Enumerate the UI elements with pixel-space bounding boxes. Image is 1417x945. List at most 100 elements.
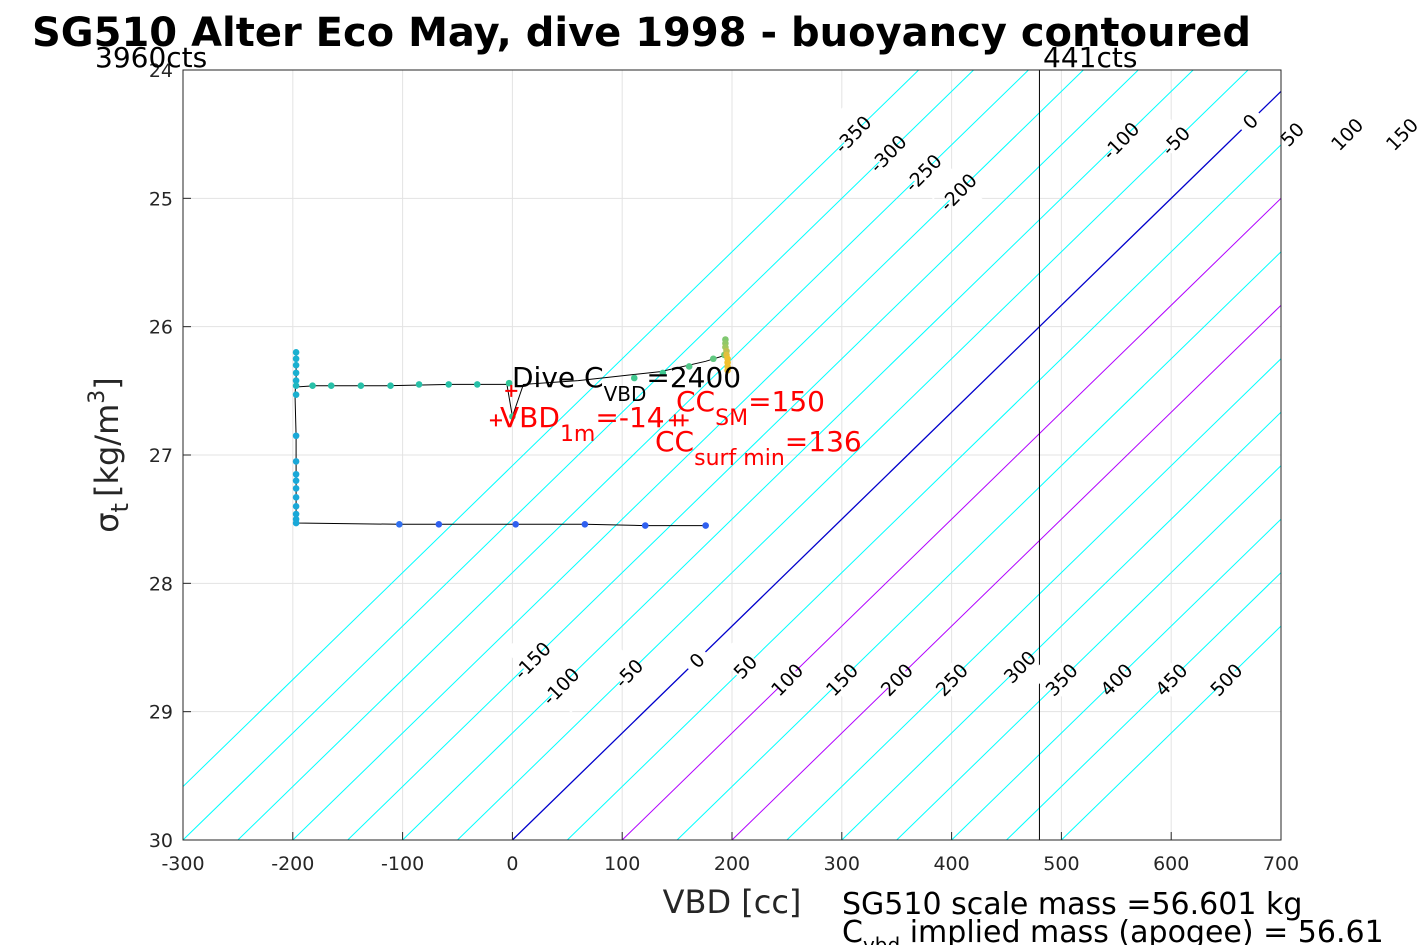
x-axis-label: VBD [cc]: [663, 883, 802, 921]
data-point: [309, 382, 316, 390]
contour-line: [731, 304, 1281, 840]
data-point: [387, 382, 394, 390]
data-point: [702, 522, 709, 529]
contour-line: [566, 144, 1281, 840]
y-tick-label: 30: [149, 830, 173, 852]
contour-label-bg: [533, 659, 588, 713]
x-tick-label: 600: [1153, 853, 1189, 875]
red-markers: [489, 384, 689, 427]
data-point: [292, 432, 300, 440]
contour-label-bg: [601, 646, 656, 700]
y-ticks: 24 25 26 27 28 29 30: [149, 60, 191, 852]
data-point: [292, 510, 300, 518]
data-point: [659, 369, 667, 377]
footer-implied-mass: Cvbd implied mass (apogee) = 56.61: [842, 915, 1384, 945]
cc-sm-value: =150: [748, 385, 825, 418]
data-point: [710, 355, 717, 363]
x-ticks: -300 -200 -100 0 100 200 300 400 500 600 700: [161, 832, 1299, 875]
y-tick-label: 28: [149, 573, 173, 595]
x-tick-label: -200: [271, 853, 314, 875]
contour-line: [183, 70, 920, 788]
contour-label-bg: [1144, 652, 1199, 707]
x-tick-label: -300: [161, 853, 204, 875]
x-tick-label: 200: [714, 853, 750, 875]
data-point: [581, 521, 589, 528]
red-marker: [676, 414, 689, 427]
red-marker: [505, 384, 518, 397]
contour-line: [511, 90, 1281, 840]
data-point: [445, 381, 453, 388]
contour-line: [621, 197, 1281, 840]
contour-label-bg: [924, 652, 979, 707]
y-axis-close: ]: [88, 377, 126, 389]
data-point: [415, 381, 423, 388]
data-point: [292, 382, 300, 390]
dive-cvbd-annotation: Dive CVBD=2400: [512, 361, 741, 406]
contour-label-bg: [992, 640, 1047, 694]
contour-label-bg: [669, 633, 724, 688]
footer-cvbd-prefix: C: [842, 915, 863, 945]
data-point: [292, 470, 300, 478]
contour-label-bg: [931, 165, 986, 219]
data-point: [292, 377, 300, 384]
data-point: [630, 374, 638, 382]
x-tick-label: 300: [824, 853, 860, 875]
data-point: [435, 521, 443, 528]
dive-cvbd-sub: VBD: [604, 382, 647, 406]
x-tick-label: 0: [506, 853, 518, 875]
right-count-label: 441cts: [1043, 41, 1137, 74]
left-count-label: 3960cts: [95, 41, 207, 74]
data-point: [292, 515, 300, 523]
footer-cvbd-sub: vbd: [863, 933, 900, 945]
red-marker: [489, 414, 502, 427]
data-point: [292, 477, 300, 484]
data-point: [292, 361, 300, 369]
y-tick-label: 25: [149, 188, 173, 210]
data-point: [357, 382, 365, 390]
data-point: [509, 413, 516, 420]
contour-label-bg: [759, 652, 814, 707]
y-tick-label: 27: [149, 445, 173, 467]
contour-label-bg: [718, 640, 773, 694]
y-axis-sup: 3: [85, 390, 110, 404]
contour-label-bg: [1148, 113, 1203, 168]
contour-label-bg: [1374, 107, 1417, 161]
contour-label-bg: [1223, 94, 1278, 149]
contour-line: [896, 464, 1281, 840]
cc-sm-sub: SM: [715, 406, 748, 431]
x-tick-label: -100: [381, 853, 424, 875]
contour-label-bg: [814, 652, 869, 707]
data-point: [724, 367, 731, 374]
cc-surf-min-sub: surf min: [694, 446, 785, 471]
dive-cvbd-prefix: Dive C: [512, 361, 604, 394]
vbd-1m-prefix: VBD: [500, 401, 560, 434]
data-point: [292, 391, 300, 398]
contour-labels: -350-300-250-200-100-5005010015020025030…: [505, 94, 1417, 713]
data-point: [512, 521, 519, 528]
data-point: [327, 382, 335, 390]
contour-label-bg: [1093, 113, 1148, 168]
vbd-1m-sub: 1m: [560, 422, 595, 447]
footer-scale-mass: SG510 scale mass =56.601 kg: [842, 887, 1302, 922]
contour-line: [1006, 571, 1281, 840]
dive-cvbd-value: =2400: [646, 361, 741, 394]
y-axis-sub: t: [106, 503, 134, 512]
cc-surf-min-prefix: CC: [655, 425, 694, 458]
series-points: [292, 336, 731, 529]
data-point: [685, 363, 693, 370]
footer-implied-text: implied mass (apogee) = 56.61: [900, 915, 1384, 945]
data-point: [292, 503, 300, 510]
cc-sm-annotation: CCSM=150: [676, 385, 825, 431]
data-point: [292, 485, 300, 492]
data-point: [473, 381, 481, 388]
contour-line: [676, 251, 1281, 840]
data-point: [292, 458, 300, 465]
contour-line: [457, 70, 1249, 840]
y-tick-label: 26: [149, 317, 173, 339]
vbd-1m-value: =-14: [595, 401, 664, 434]
vbd-1m-annotation: VBD1m=-14: [500, 401, 665, 447]
y-tick-label: 29: [149, 702, 173, 724]
data-point: [505, 379, 513, 387]
y-axis-label: σt [kg/m3]: [85, 377, 134, 532]
